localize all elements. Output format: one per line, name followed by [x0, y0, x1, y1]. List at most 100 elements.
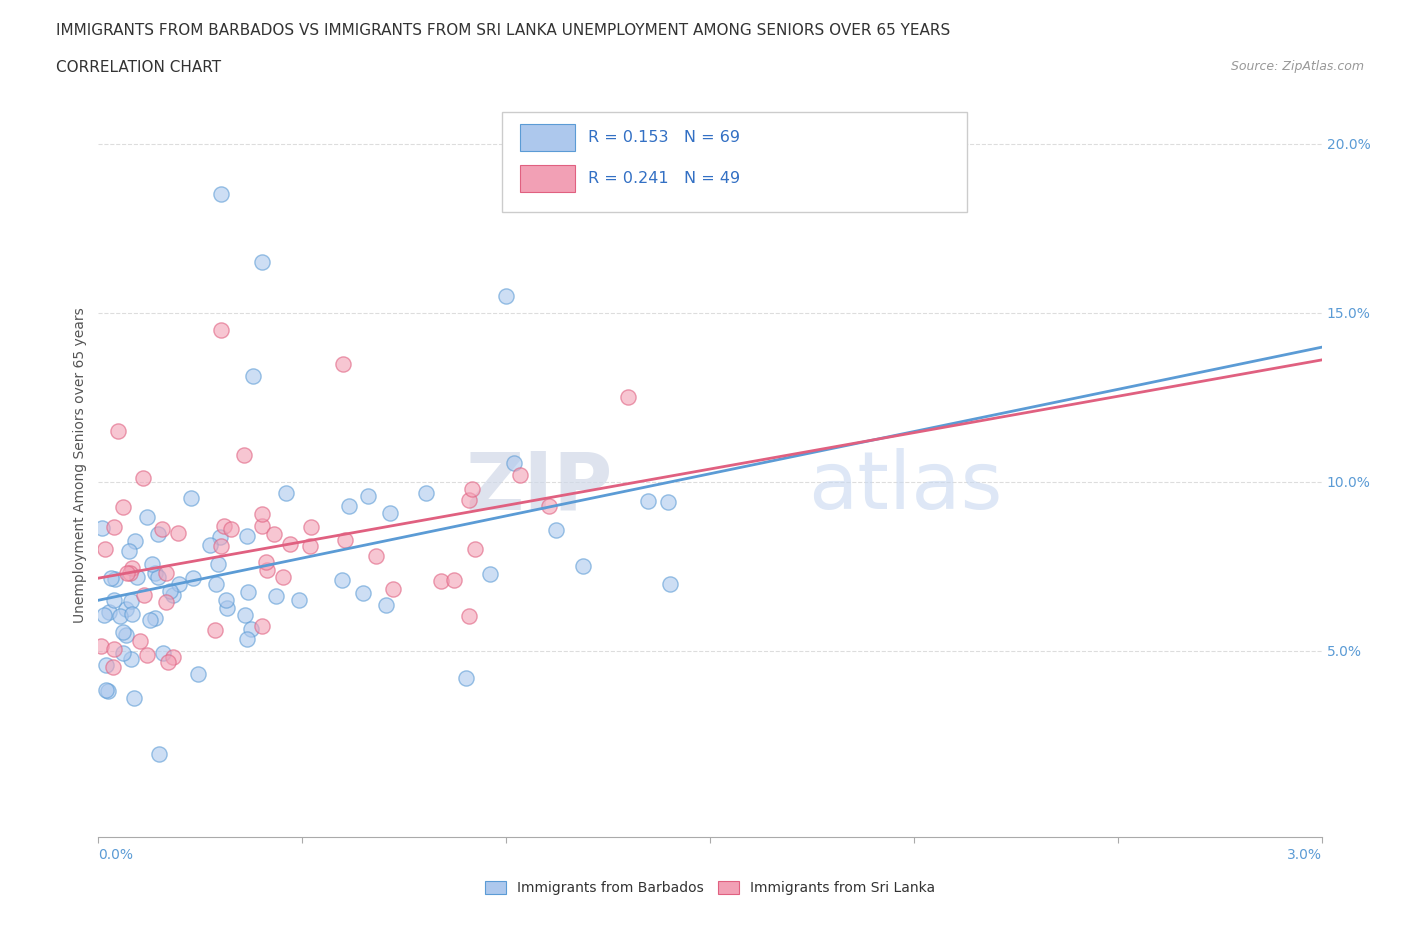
- Point: [332, 356, 354, 371]
- Point: [103, 592, 125, 607]
- Point: [335, 532, 357, 547]
- Point: [454, 671, 477, 685]
- Text: R = 0.241   N = 49: R = 0.241 N = 49: [588, 171, 740, 186]
- Point: [121, 606, 143, 621]
- Point: [264, 589, 287, 604]
- Point: [378, 506, 401, 521]
- Point: [375, 597, 398, 612]
- Point: [233, 447, 256, 462]
- Point: [242, 368, 264, 383]
- Point: [98, 604, 121, 619]
- Point: [381, 582, 404, 597]
- Point: [143, 565, 166, 580]
- Point: [94, 541, 117, 556]
- Point: [495, 288, 517, 303]
- Text: CORRELATION CHART: CORRELATION CHART: [56, 60, 221, 75]
- Point: [330, 573, 353, 588]
- Point: [120, 652, 142, 667]
- Point: [141, 557, 163, 572]
- Point: [121, 593, 143, 608]
- Point: [104, 572, 127, 587]
- Point: [198, 538, 221, 552]
- Y-axis label: Unemployment Among Seniors over 65 years: Unemployment Among Seniors over 65 years: [73, 307, 87, 623]
- Point: [107, 423, 129, 438]
- Point: [181, 570, 204, 585]
- Point: [167, 577, 190, 591]
- Text: atlas: atlas: [808, 448, 1002, 526]
- Point: [250, 519, 273, 534]
- Point: [93, 607, 115, 622]
- Text: IMMIGRANTS FROM BARBADOS VS IMMIGRANTS FROM SRI LANKA UNEMPLOYMENT AMONG SENIORS: IMMIGRANTS FROM BARBADOS VS IMMIGRANTS F…: [56, 23, 950, 38]
- Point: [658, 577, 681, 591]
- Text: 0.0%: 0.0%: [98, 848, 134, 862]
- Point: [278, 537, 301, 551]
- Point: [132, 588, 155, 603]
- Point: [122, 690, 145, 705]
- Point: [111, 499, 134, 514]
- Point: [254, 554, 277, 569]
- Point: [637, 494, 659, 509]
- Point: [146, 526, 169, 541]
- Point: [124, 533, 146, 548]
- Point: [238, 585, 260, 600]
- Point: [108, 609, 131, 624]
- Point: [155, 565, 177, 580]
- Point: [187, 667, 209, 682]
- Point: [112, 625, 135, 640]
- Point: [236, 631, 259, 646]
- Point: [148, 747, 170, 762]
- Point: [136, 648, 159, 663]
- Point: [118, 565, 141, 580]
- Point: [429, 574, 451, 589]
- Text: R = 0.153   N = 69: R = 0.153 N = 69: [588, 130, 740, 145]
- Point: [115, 602, 138, 617]
- Point: [129, 634, 152, 649]
- Point: [256, 563, 278, 578]
- Point: [155, 595, 177, 610]
- Point: [101, 659, 124, 674]
- Point: [352, 586, 374, 601]
- Point: [118, 544, 141, 559]
- Point: [464, 542, 486, 557]
- Point: [337, 498, 360, 513]
- Point: [127, 570, 149, 585]
- Point: [544, 523, 567, 538]
- Point: [146, 570, 169, 585]
- Point: [209, 538, 232, 553]
- Point: [276, 486, 298, 501]
- Point: [263, 527, 285, 542]
- Point: [131, 470, 153, 485]
- Point: [143, 610, 166, 625]
- Point: [115, 565, 138, 580]
- Point: [298, 538, 321, 553]
- Point: [443, 573, 465, 588]
- Point: [239, 622, 262, 637]
- Point: [212, 519, 235, 534]
- FancyBboxPatch shape: [502, 112, 967, 212]
- Point: [103, 519, 125, 534]
- Point: [209, 323, 232, 338]
- Point: [217, 601, 239, 616]
- Point: [509, 467, 531, 482]
- Point: [139, 613, 162, 628]
- Point: [103, 641, 125, 656]
- Point: [162, 650, 184, 665]
- Point: [478, 566, 501, 581]
- Point: [208, 529, 231, 544]
- Point: [90, 638, 112, 653]
- Point: [357, 489, 380, 504]
- Point: [204, 623, 226, 638]
- Point: [288, 592, 311, 607]
- Point: [209, 187, 232, 202]
- Point: [207, 557, 229, 572]
- Point: [121, 561, 143, 576]
- Text: 3.0%: 3.0%: [1286, 848, 1322, 862]
- Point: [150, 521, 173, 536]
- FancyBboxPatch shape: [520, 125, 575, 151]
- Point: [215, 592, 238, 607]
- Point: [152, 645, 174, 660]
- Point: [90, 521, 112, 536]
- Text: Source: ZipAtlas.com: Source: ZipAtlas.com: [1230, 60, 1364, 73]
- Point: [271, 569, 294, 584]
- Point: [100, 571, 122, 586]
